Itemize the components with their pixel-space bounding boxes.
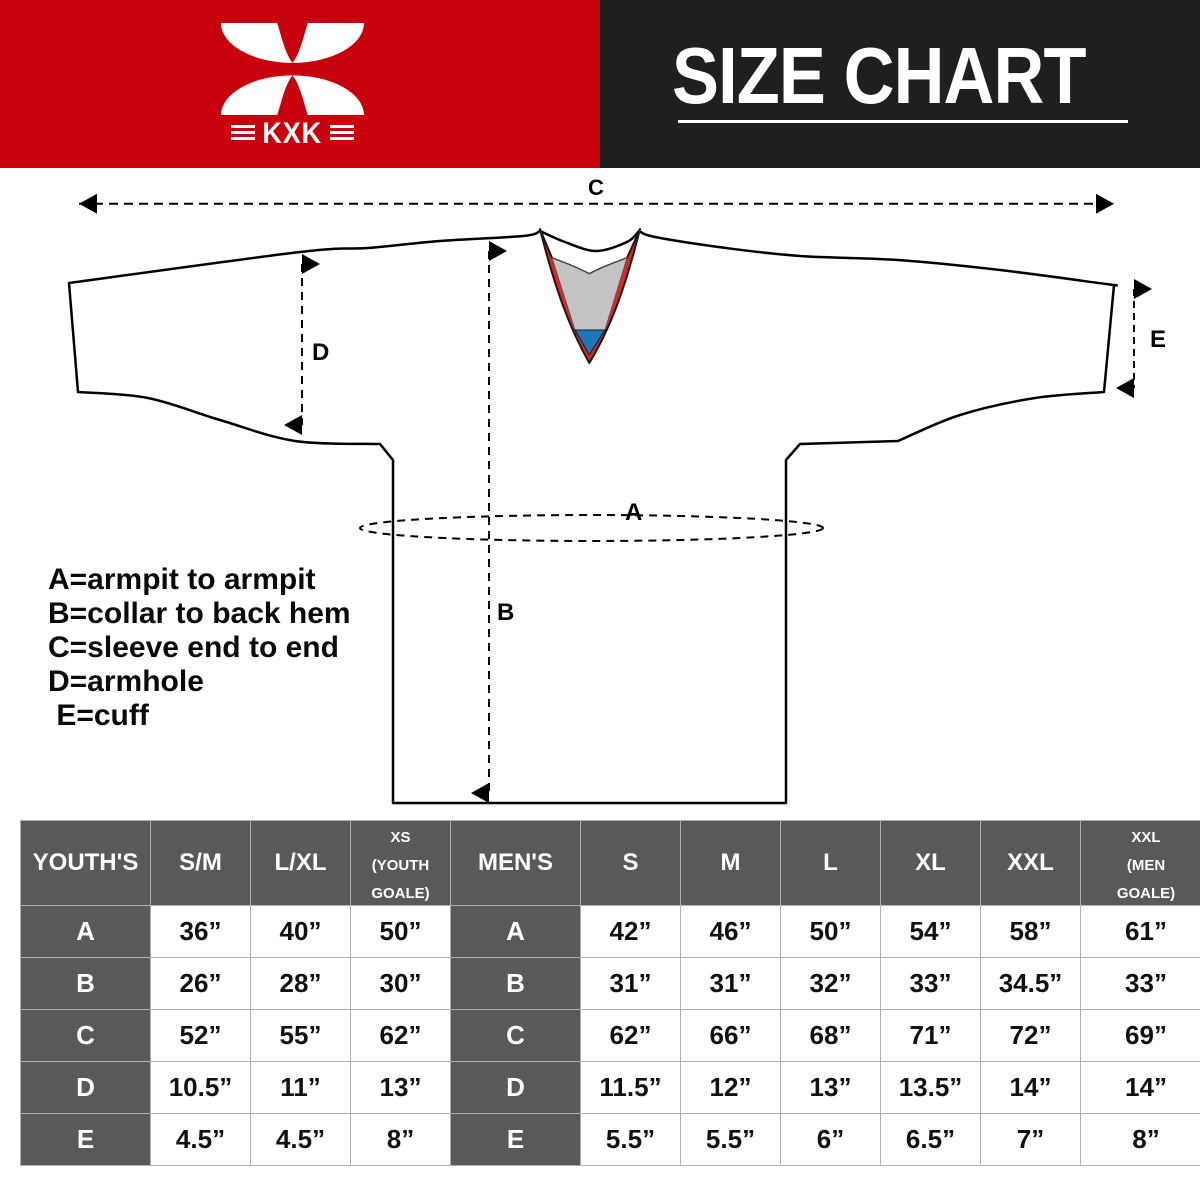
svg-text:C: C (588, 175, 604, 200)
svg-text:A: A (625, 499, 642, 526)
svg-text:D: D (312, 339, 329, 366)
svg-text:E: E (1150, 326, 1166, 353)
svg-text:B: B (497, 599, 514, 626)
